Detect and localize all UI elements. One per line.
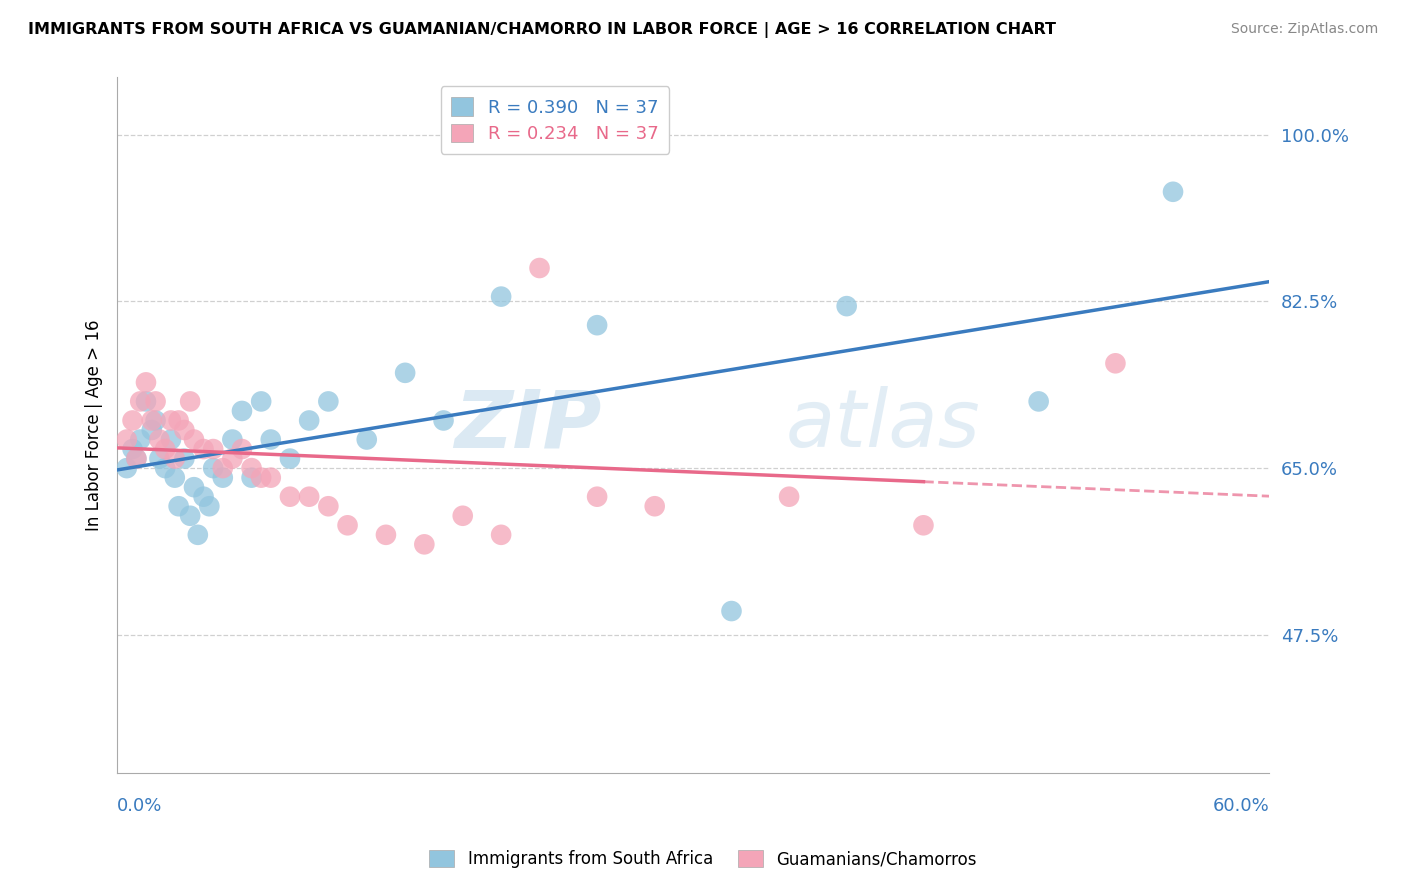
Point [163, 451, 186, 466]
Point [231, 404, 253, 418]
Text: IMMIGRANTS FROM SOUTH AFRICA VS GUAMANIAN/CHAMORRO IN LABOR FORCE | AGE > 16 COR: IMMIGRANTS FROM SOUTH AFRICA VS GUAMANIA… [28, 22, 1056, 38]
Point [250, 470, 273, 484]
Point [260, 470, 283, 484]
Point [167, 413, 190, 427]
Point [432, 413, 454, 427]
Point [129, 394, 152, 409]
Point [298, 413, 321, 427]
Point [318, 500, 340, 514]
Point [141, 423, 163, 437]
Y-axis label: In Labor Force | Age > 16: In Labor Force | Age > 16 [86, 319, 103, 531]
Point [529, 260, 551, 275]
Point [1161, 185, 1184, 199]
Point [644, 500, 666, 514]
Point [489, 290, 512, 304]
Point [240, 470, 263, 484]
Text: 0.0%: 0.0% [117, 797, 163, 815]
Point [148, 451, 170, 466]
Point [336, 518, 359, 533]
Point [135, 394, 157, 409]
Point [240, 461, 263, 475]
Text: 60.0%: 60.0% [1212, 797, 1270, 815]
Point [145, 394, 167, 409]
Point [121, 442, 143, 456]
Point [179, 508, 201, 523]
Point [115, 433, 138, 447]
Point [198, 500, 221, 514]
Point [778, 490, 800, 504]
Point [145, 413, 167, 427]
Point [179, 394, 201, 409]
Point [221, 451, 243, 466]
Point [318, 394, 340, 409]
Point [202, 442, 225, 456]
Point [720, 604, 742, 618]
Point [260, 433, 283, 447]
Legend: R = 0.390   N = 37, R = 0.234   N = 37: R = 0.390 N = 37, R = 0.234 N = 37 [440, 87, 669, 154]
Point [250, 394, 273, 409]
Point [394, 366, 416, 380]
Point [1104, 356, 1126, 370]
Text: Source: ZipAtlas.com: Source: ZipAtlas.com [1230, 22, 1378, 37]
Point [125, 451, 148, 466]
Point [163, 470, 186, 484]
Point [125, 451, 148, 466]
Text: ZIP: ZIP [454, 386, 600, 464]
Point [211, 470, 233, 484]
Point [202, 461, 225, 475]
Point [183, 433, 205, 447]
Point [153, 461, 176, 475]
Point [298, 490, 321, 504]
Point [160, 413, 183, 427]
Point [167, 500, 190, 514]
Point [148, 433, 170, 447]
Point [129, 433, 152, 447]
Point [1028, 394, 1050, 409]
Point [121, 413, 143, 427]
Legend: Immigrants from South Africa, Guamanians/Chamorros: Immigrants from South Africa, Guamanians… [423, 843, 983, 875]
Point [173, 451, 195, 466]
Point [187, 528, 209, 542]
Point [912, 518, 935, 533]
Point [141, 413, 163, 427]
Point [413, 537, 436, 551]
Point [153, 442, 176, 456]
Point [586, 318, 609, 333]
Point [231, 442, 253, 456]
Point [135, 376, 157, 390]
Point [835, 299, 858, 313]
Point [278, 490, 301, 504]
Point [586, 490, 609, 504]
Point [221, 433, 243, 447]
Point [115, 461, 138, 475]
Point [375, 528, 398, 542]
Point [193, 490, 215, 504]
Point [183, 480, 205, 494]
Point [211, 461, 233, 475]
Point [160, 433, 183, 447]
Point [173, 423, 195, 437]
Point [278, 451, 301, 466]
Point [451, 508, 474, 523]
Text: atlas: atlas [785, 386, 980, 464]
Point [193, 442, 215, 456]
Point [356, 433, 378, 447]
Point [489, 528, 512, 542]
